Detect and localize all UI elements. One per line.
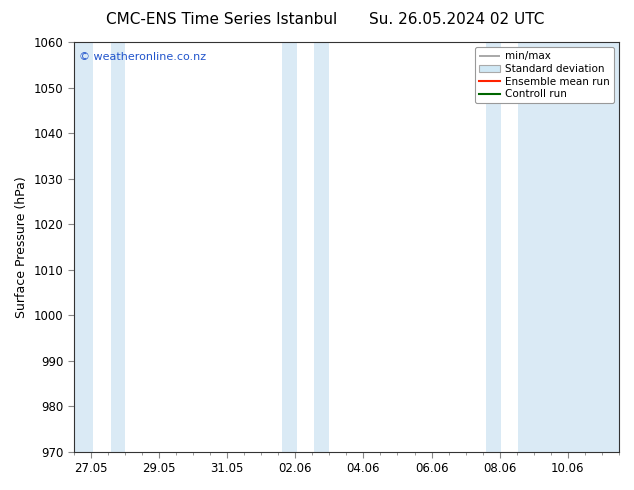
Text: CMC-ENS Time Series Istanbul: CMC-ENS Time Series Istanbul (107, 12, 337, 27)
Text: Su. 26.05.2024 02 UTC: Su. 26.05.2024 02 UTC (369, 12, 544, 27)
Text: © weatheronline.co.nz: © weatheronline.co.nz (79, 52, 206, 62)
Bar (314, 42, 329, 452)
Bar (111, 42, 125, 452)
Bar (486, 42, 501, 452)
Legend: min/max, Standard deviation, Ensemble mean run, Controll run: min/max, Standard deviation, Ensemble me… (475, 47, 614, 103)
Bar (281, 42, 297, 452)
Bar (75, 42, 93, 452)
Y-axis label: Surface Pressure (hPa): Surface Pressure (hPa) (15, 176, 28, 318)
Bar (519, 42, 623, 452)
